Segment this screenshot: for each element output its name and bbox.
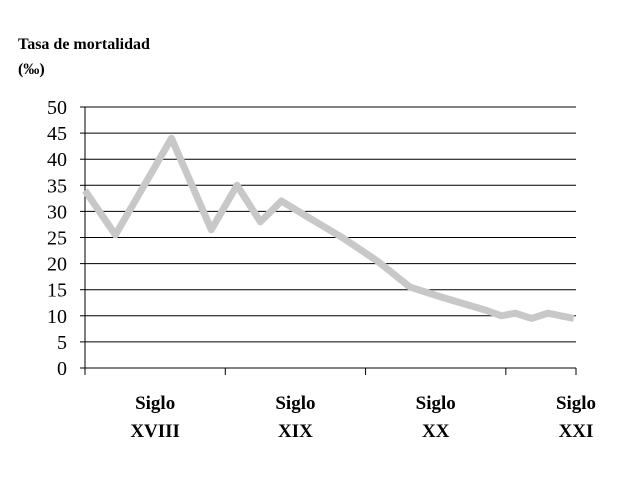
y-tick-label-5: 5 [57, 332, 67, 354]
x-label-3-line-1: Siglo [416, 393, 456, 414]
y-tick-label-40: 40 [47, 149, 67, 171]
x-label-2-line-2: XIX [278, 421, 313, 442]
y-tick-label-50: 50 [47, 97, 67, 119]
y-tick-label-0: 0 [57, 358, 67, 380]
y-tick-label-25: 25 [47, 228, 67, 250]
y-tick-label-30: 30 [47, 201, 67, 223]
y-axis-label-line-2: (‰) [18, 61, 45, 78]
x-label-2-line-1: Siglo [275, 393, 315, 414]
x-label-4-line-2: XXI [559, 421, 594, 442]
y-tick-label-15: 15 [47, 280, 67, 302]
y-axis-label-line-1: Tasa de mortalidad [18, 36, 150, 53]
y-tick-label-20: 20 [47, 254, 67, 276]
series-line-1 [82, 134, 575, 322]
x-label-1-line-2: XVIII [130, 421, 180, 442]
x-label-1-line-1: Siglo [135, 393, 175, 414]
y-tick-label-45: 45 [47, 123, 67, 145]
x-label-3-line-2: XX [422, 421, 450, 442]
y-tick-label-10: 10 [47, 306, 67, 328]
y-tick-label-35: 35 [47, 175, 67, 197]
x-label-4-line-1: Siglo [556, 393, 596, 414]
